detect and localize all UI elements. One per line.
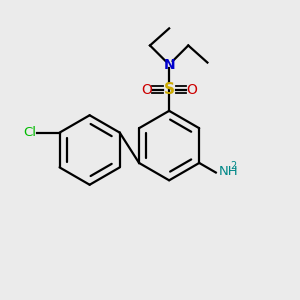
Text: NH: NH: [219, 165, 238, 178]
Text: O: O: [186, 82, 197, 97]
Text: Cl: Cl: [23, 126, 36, 139]
Text: O: O: [142, 82, 152, 97]
Text: S: S: [164, 82, 175, 97]
Text: 2: 2: [230, 161, 236, 171]
Text: N: N: [163, 58, 175, 72]
